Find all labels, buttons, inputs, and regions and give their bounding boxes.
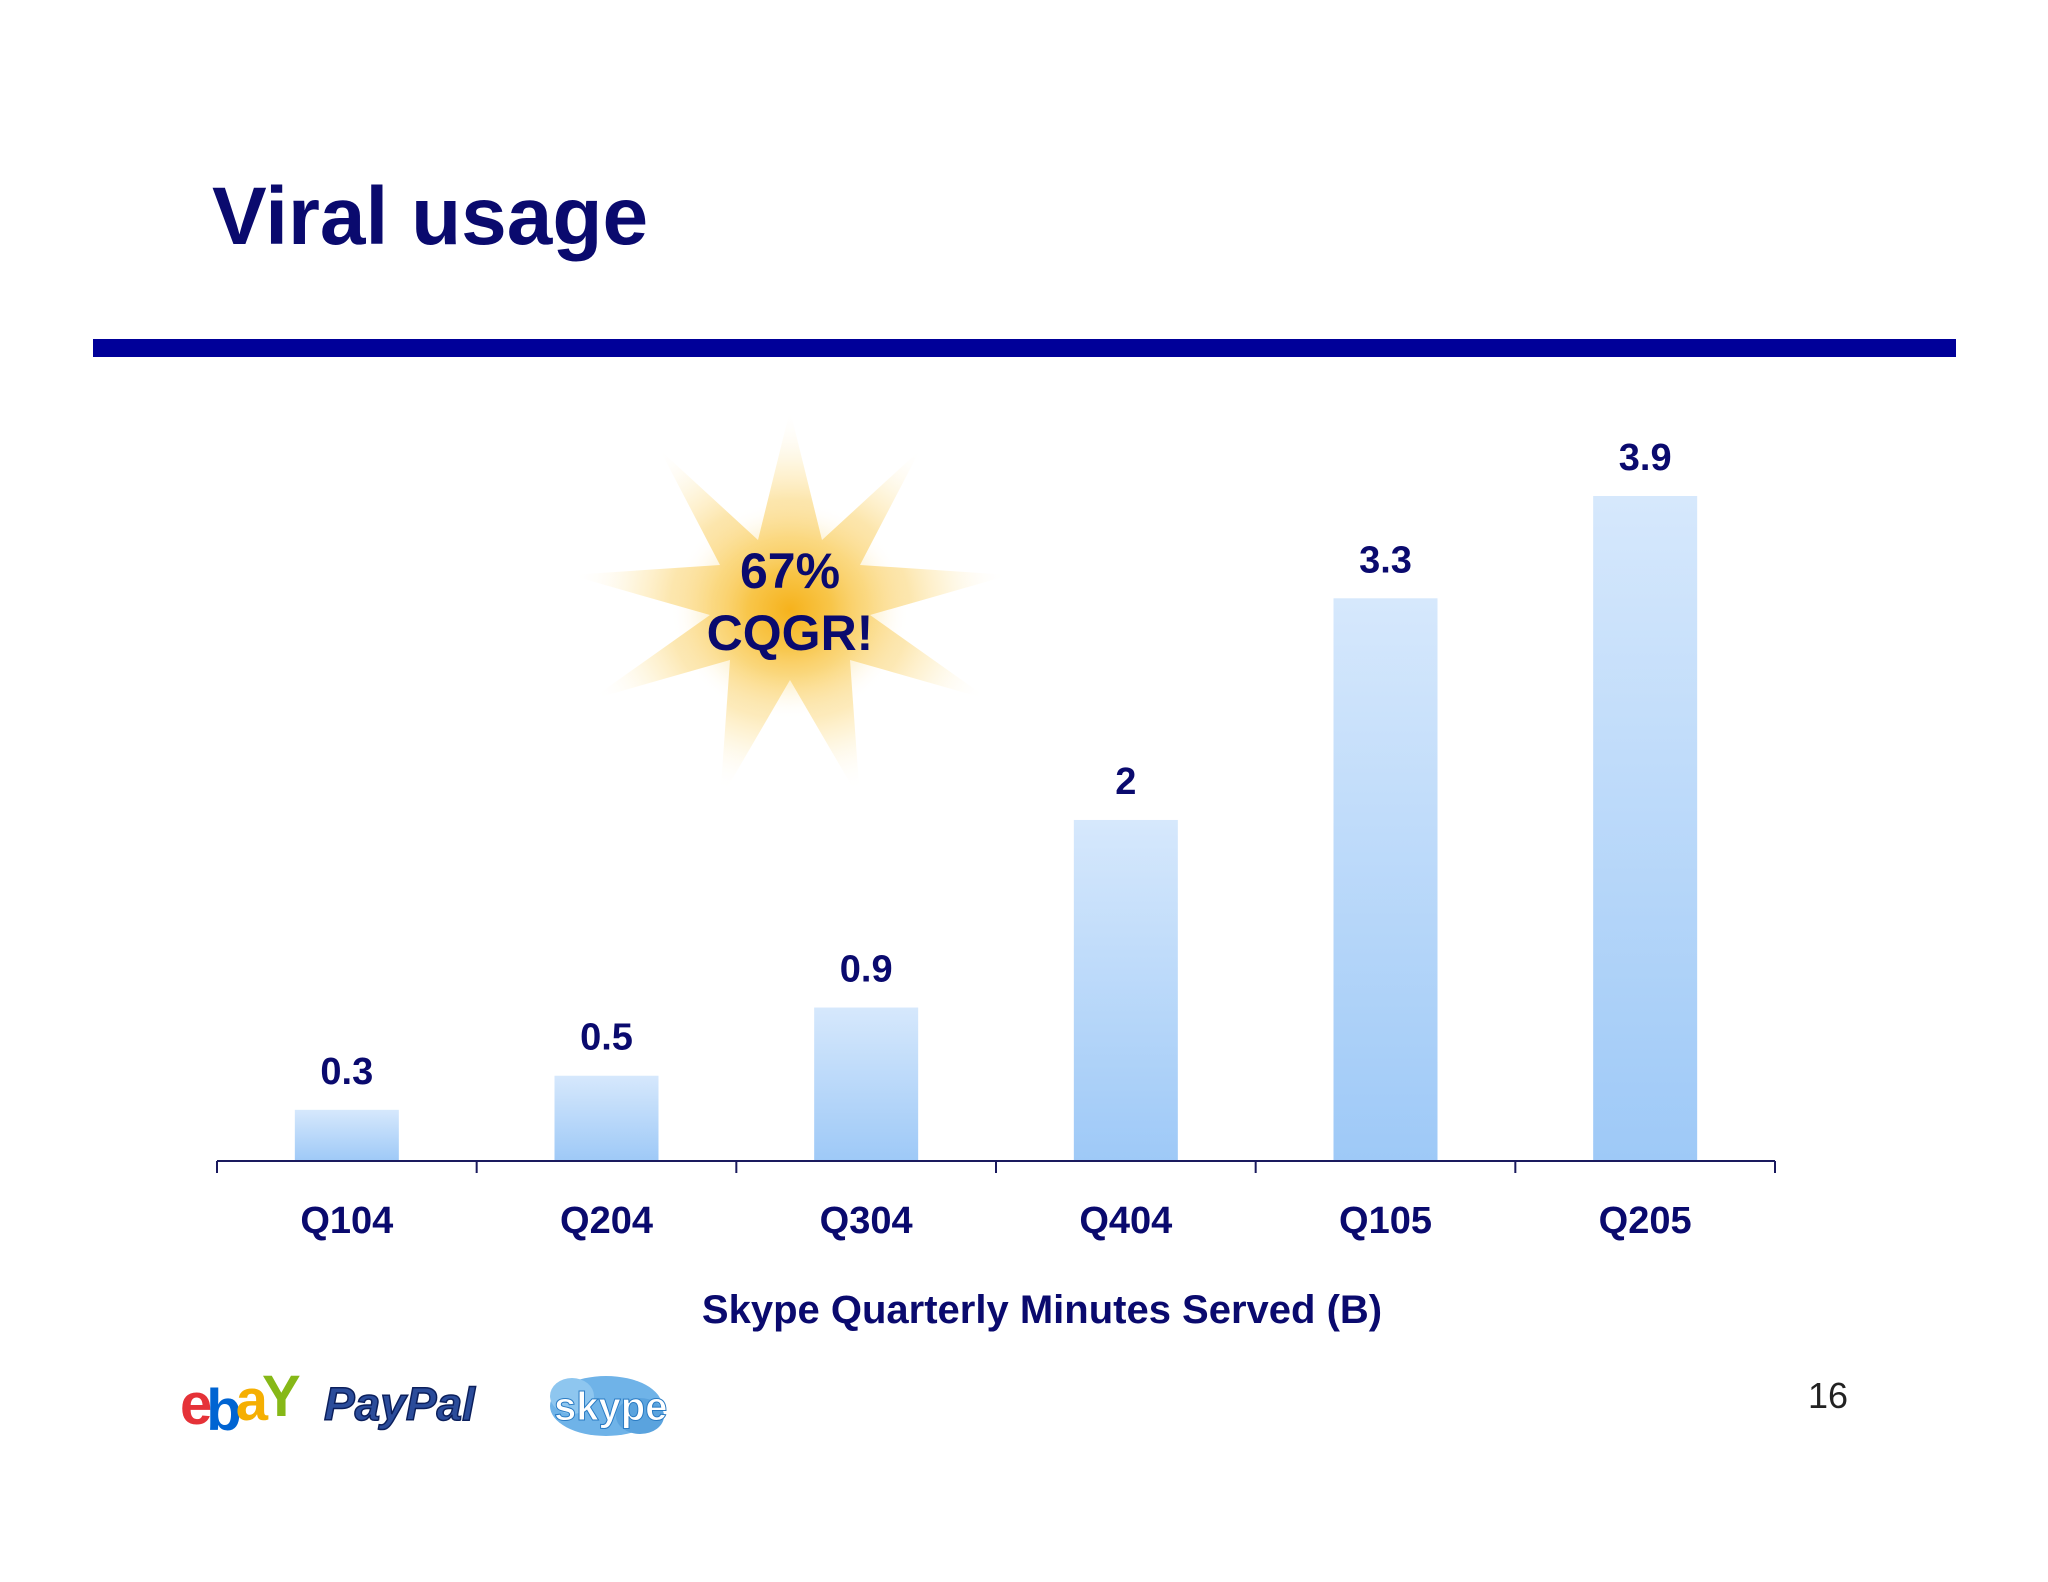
x-tick-label-q204: Q204 <box>560 1200 653 1242</box>
svg-text:PayPal: PayPal <box>324 1378 476 1430</box>
callout-label: CQGR! <box>706 605 874 661</box>
starburst-icon <box>570 410 1010 800</box>
bar-q404 <box>1073 819 1178 1161</box>
skype-logo: skype <box>550 1376 668 1436</box>
paypal-logo: PayPal <box>323 1377 477 1431</box>
data-label-q304: 0.9 <box>840 949 893 991</box>
x-axis-title: Skype Quarterly Minutes Served (B) <box>701 1288 1383 1332</box>
title-divider <box>93 339 1956 357</box>
x-axis <box>216 1160 1776 1173</box>
callout-percent: 67% <box>739 543 841 599</box>
bar-q104 <box>294 1109 399 1161</box>
data-label-q204: 0.5 <box>580 1017 633 1059</box>
svg-text:skype: skype <box>554 1385 667 1429</box>
cqgr-callout: 67% CQGR! <box>560 400 1020 820</box>
ebay-logo: ebaY <box>180 1364 306 1442</box>
bar-q304 <box>814 1007 919 1161</box>
data-label-q205: 3.9 <box>1619 437 1672 479</box>
x-tick-label-q104: Q104 <box>300 1200 393 1242</box>
bars-layer <box>294 496 1698 1161</box>
slide-title: Viral usage <box>212 171 649 262</box>
x-tick-label-q404: Q404 <box>1079 1200 1172 1242</box>
page-number: 16 <box>1807 1375 1848 1416</box>
data-label-q105: 3.3 <box>1359 539 1412 581</box>
x-tick-label-q105: Q105 <box>1339 1200 1432 1242</box>
data-label-q404: 2 <box>1115 761 1136 803</box>
bar-q204 <box>554 1075 659 1161</box>
data-labels-layer: 0.3 Q104 0.5 Q204 0.9 Q304 2 Q404 3.3 Q105 3.9 Q205 <box>300 437 1691 1242</box>
bar-q105 <box>1333 598 1438 1161</box>
svg-text:ebaY: ebaY <box>180 1364 300 1442</box>
bar-q205 <box>1593 496 1698 1161</box>
brand-logos: ebaY PayPal skype <box>180 1364 668 1442</box>
data-label-q104: 0.3 <box>320 1051 373 1093</box>
x-tick-label-q304: Q304 <box>820 1200 913 1242</box>
x-tick-label-q205: Q205 <box>1599 1200 1692 1242</box>
